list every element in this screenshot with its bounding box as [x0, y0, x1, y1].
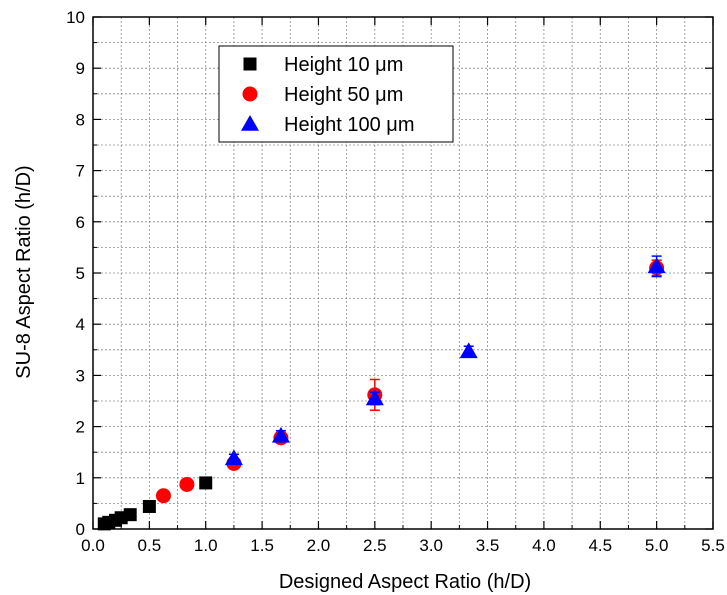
y-tick-label: 7 [76, 162, 85, 181]
legend-label: Height 50 μm [284, 84, 403, 106]
y-tick-label: 1 [76, 469, 85, 488]
data-point-triangle [365, 389, 384, 406]
y-tick-label: 8 [76, 110, 85, 129]
x-axis-title: Designed Aspect Ratio (h/D) [279, 571, 531, 593]
x-tick-label: 1.0 [194, 536, 218, 555]
x-tick-label: 3.5 [476, 536, 500, 555]
tick-labels: 0.0 0.5 1.0 1.5 2.0 2.5 3.0 3.5 4.0 4.5 5.0 5.5 0 1 2 3… [66, 8, 725, 555]
x-tick-label: 4.0 [532, 536, 556, 555]
axes [92, 16, 714, 530]
legend-box [218, 45, 454, 143]
y-tick-label: 3 [76, 366, 85, 385]
data-point-triangle [224, 449, 243, 466]
legend-marker-circle [242, 86, 258, 102]
x-tick-label: 0.5 [138, 536, 162, 555]
legend-marker-triangle [241, 115, 259, 131]
y-tick-label: 2 [76, 418, 85, 437]
data-point-triangle [647, 257, 666, 274]
y-tick-label: 4 [76, 315, 85, 334]
x-tick-label: 0.0 [81, 536, 105, 555]
legend-label: Height 100 μm [284, 114, 414, 136]
y-tick-label: 0 [76, 520, 85, 539]
data-point-triangle [459, 342, 478, 359]
data-point-circle [179, 476, 195, 492]
legend: Height 10 μm Height 50 μm Height 100 μm [218, 45, 454, 143]
y-axis-title: SU-8 Aspect Ratio (h/D) [13, 165, 35, 378]
x-tick-label: 2.5 [363, 536, 387, 555]
data-points [97, 255, 666, 531]
y-tick-label: 9 [76, 59, 85, 78]
grid-lines [93, 17, 713, 529]
data-point-circle [155, 488, 171, 504]
x-tick-label: 1.5 [250, 536, 274, 555]
data-point-square [199, 476, 213, 490]
x-tick-label: 2.0 [307, 536, 331, 555]
y-tick-label: 10 [66, 8, 85, 27]
x-tick-label: 3.0 [419, 536, 443, 555]
y-tick-label: 6 [76, 213, 85, 232]
x-tick-label: 5.5 [701, 536, 725, 555]
data-point-square [123, 508, 137, 522]
legend-marker-square [243, 57, 257, 71]
y-tick-label: 5 [76, 264, 85, 283]
data-point-triangle [271, 426, 290, 443]
data-point-square [142, 499, 156, 513]
x-tick-label: 5.0 [645, 536, 669, 555]
x-tick-label: 4.5 [588, 536, 612, 555]
legend-label: Height 10 μm [284, 54, 403, 76]
